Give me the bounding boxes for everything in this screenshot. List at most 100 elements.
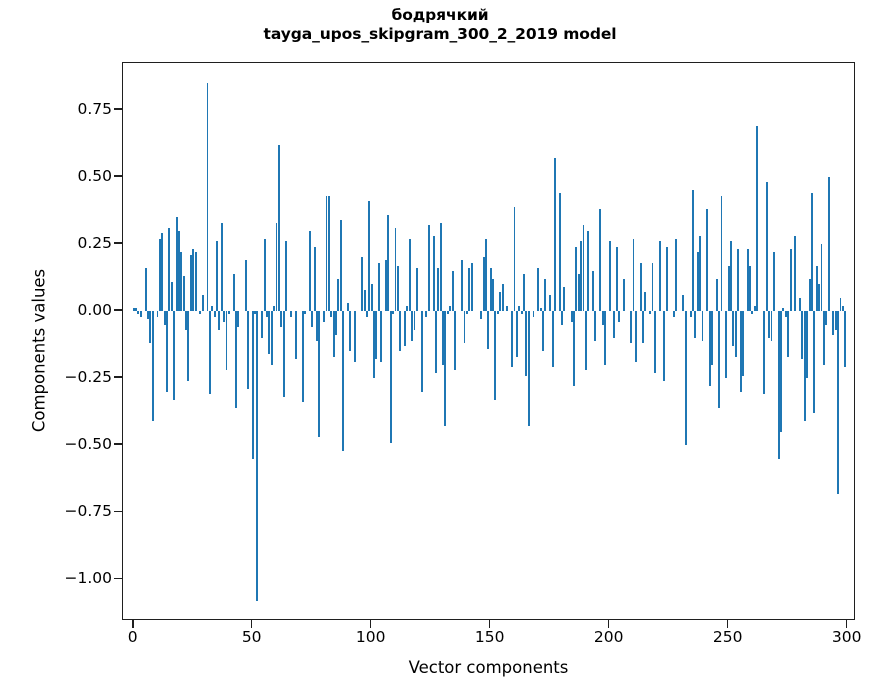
bar <box>232 273 235 312</box>
bar <box>177 230 180 312</box>
bar <box>622 278 625 312</box>
chart-title-line-1: бодрячкий <box>391 6 489 24</box>
bar <box>144 268 147 312</box>
bar <box>644 292 647 312</box>
bar <box>770 311 773 341</box>
bar <box>594 311 597 341</box>
y-axis-tick-mark <box>114 577 122 580</box>
bar <box>270 311 273 365</box>
bar <box>732 311 735 347</box>
bar <box>185 311 188 330</box>
bar <box>139 311 142 317</box>
bar <box>434 311 437 373</box>
bar <box>213 311 216 317</box>
bar <box>199 311 202 314</box>
bar <box>756 126 759 312</box>
bar <box>451 270 454 312</box>
bar <box>515 311 518 357</box>
bar <box>820 244 823 312</box>
bar <box>496 311 499 314</box>
bar <box>506 305 509 312</box>
bar <box>706 209 709 312</box>
bar <box>175 217 178 312</box>
bar <box>394 227 397 312</box>
bar <box>263 238 266 312</box>
bar <box>699 236 702 312</box>
bar <box>523 273 525 312</box>
bar <box>582 225 585 312</box>
bar <box>765 182 768 312</box>
bar <box>413 311 416 330</box>
bar <box>801 311 804 360</box>
bar <box>542 311 544 352</box>
bar <box>375 311 378 360</box>
bar <box>632 238 635 312</box>
bar <box>482 257 485 312</box>
bar <box>377 262 380 312</box>
bar <box>463 311 466 344</box>
x-axis-tick-label: 0 <box>127 628 138 646</box>
bar <box>294 311 297 360</box>
bar <box>437 268 440 312</box>
y-axis-tick-mark <box>114 510 122 513</box>
bar <box>216 241 218 312</box>
bar <box>808 278 811 312</box>
chart-title: бодрячкий tayga_upos_skipgram_300_2_2019… <box>0 6 880 44</box>
bar <box>273 305 276 312</box>
bar <box>282 311 285 397</box>
bar <box>346 303 349 312</box>
bar <box>285 241 287 312</box>
bar <box>406 305 409 312</box>
bar <box>156 311 159 317</box>
bar <box>251 311 254 459</box>
bar <box>368 201 371 312</box>
bar <box>325 195 328 312</box>
bar <box>363 289 366 312</box>
y-axis-tick-mark <box>114 443 122 446</box>
bar <box>201 295 204 312</box>
bar <box>803 311 806 422</box>
bar <box>158 238 161 312</box>
bar <box>718 311 721 408</box>
x-axis-tick-mark <box>845 620 848 628</box>
bar <box>696 252 699 312</box>
bar <box>492 278 495 312</box>
bar <box>480 311 483 320</box>
bar <box>404 311 406 347</box>
bar <box>266 311 268 317</box>
x-axis-tick-label: 200 <box>593 628 624 646</box>
bar <box>387 214 390 312</box>
bar <box>720 195 723 312</box>
bar <box>256 311 259 601</box>
bar <box>784 311 787 317</box>
bar <box>206 83 209 312</box>
bar <box>751 311 754 314</box>
bar <box>810 193 813 312</box>
bar <box>711 311 713 365</box>
bar <box>246 311 249 389</box>
bar <box>335 311 337 336</box>
bar <box>584 311 587 371</box>
bar <box>799 297 802 312</box>
bar <box>513 206 516 312</box>
bar <box>639 262 642 312</box>
y-axis-tick-label: −0.75 <box>64 502 113 521</box>
x-axis-tick-label: 100 <box>355 628 386 646</box>
bar <box>537 268 540 312</box>
bar <box>223 311 226 322</box>
bar <box>254 311 257 314</box>
plot-area <box>122 62 855 620</box>
bar <box>494 311 497 400</box>
bar <box>499 292 502 312</box>
y-axis-tick-mark <box>114 242 122 244</box>
bar <box>332 311 335 357</box>
bar <box>318 311 321 438</box>
y-axis-tick-mark <box>114 175 122 177</box>
bar <box>782 308 785 312</box>
bar <box>618 311 621 322</box>
y-axis-tick-label: −1.00 <box>64 569 113 588</box>
bar <box>149 311 152 344</box>
bar <box>551 311 554 368</box>
bar <box>780 311 782 432</box>
